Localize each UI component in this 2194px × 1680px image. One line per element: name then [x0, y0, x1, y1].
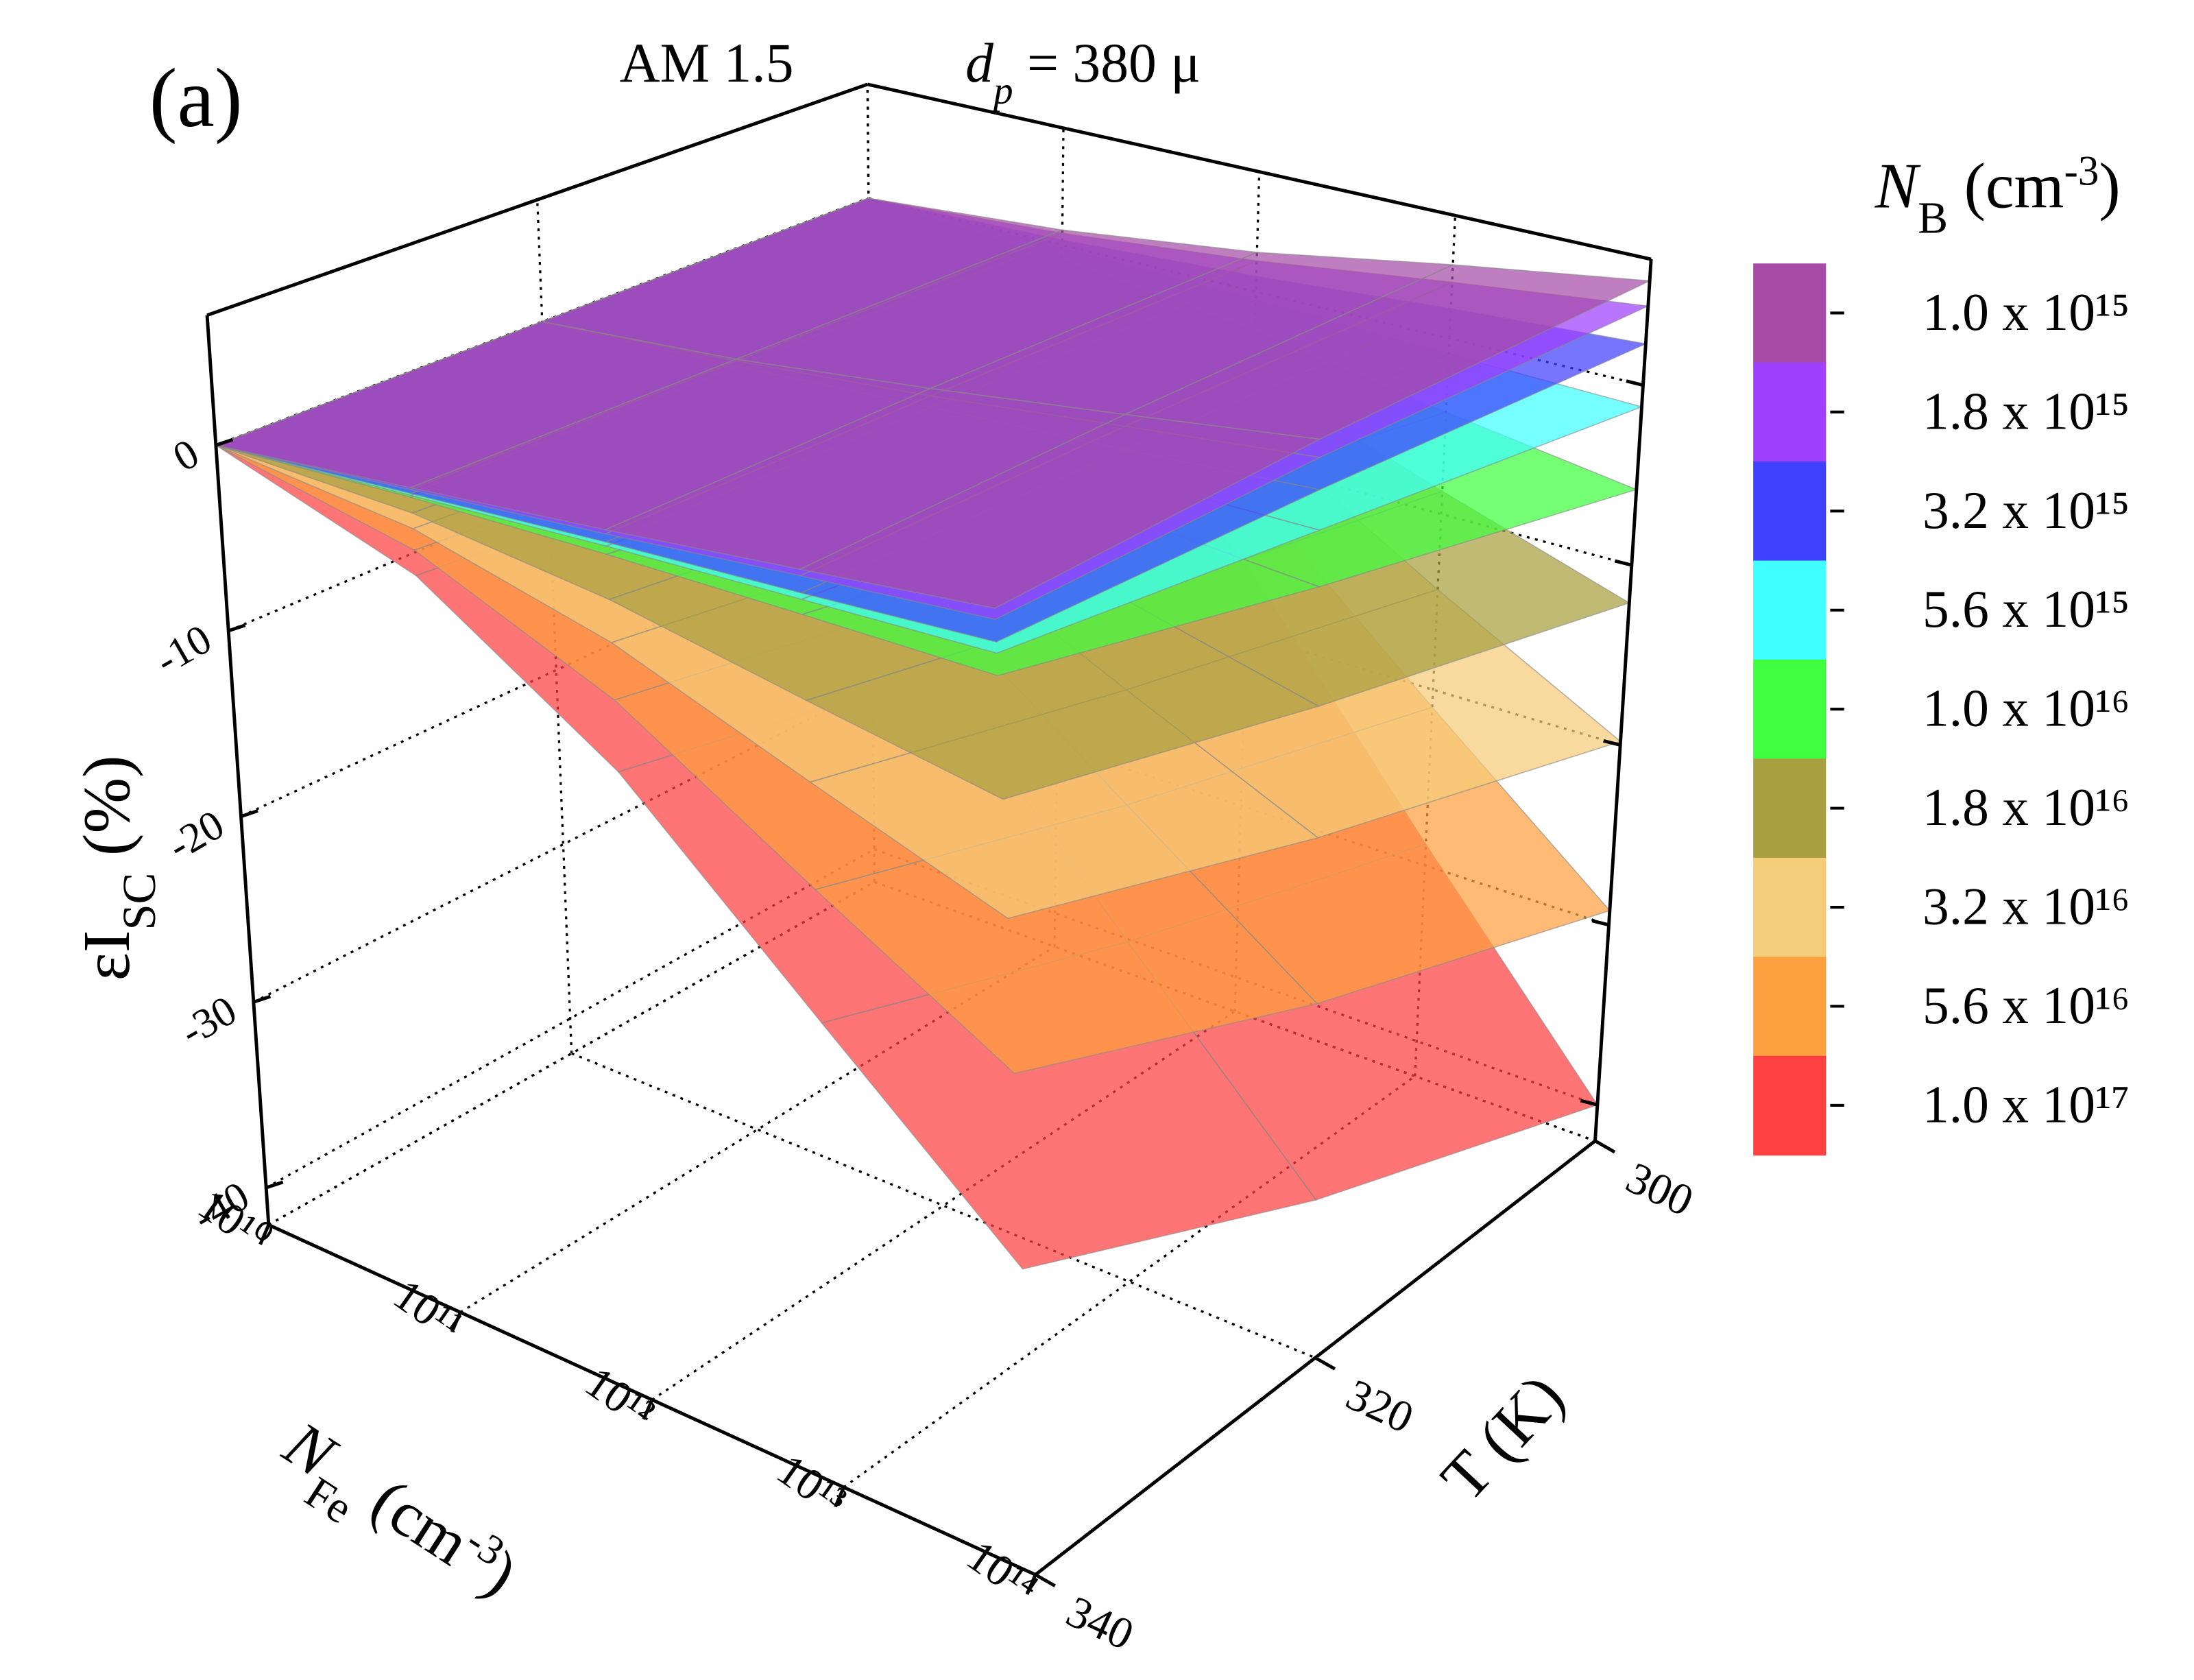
z-tick-label: -10 [147, 616, 219, 684]
label-part: ) [2099, 151, 2120, 222]
box-edge [206, 82, 869, 317]
legend-label: 3.2 x 10¹⁵ [1922, 481, 2130, 540]
x-tick [642, 1399, 654, 1420]
z-axis-label: εISC (%) [70, 755, 165, 981]
z-tick-label: -20 [160, 801, 232, 869]
legend-swatch [1753, 461, 1827, 562]
z-tick [265, 1180, 284, 1190]
legend-swatch [1753, 659, 1827, 760]
y-tick [1034, 1573, 1056, 1587]
box-edge [867, 82, 1652, 261]
z-tick [1591, 919, 1610, 927]
y-axis-label: T (K) [1427, 1361, 1578, 1515]
y-tick-label: 300 [1619, 1153, 1700, 1227]
surface-cell [821, 941, 1317, 1270]
box-edge [1593, 259, 1653, 1141]
box-edge [205, 315, 271, 1225]
legend-label: 1.0 x 10¹⁷ [1922, 1075, 2130, 1133]
z-tick [1614, 559, 1632, 567]
z-tick [1626, 379, 1644, 387]
label-part: -3 [2064, 148, 2099, 194]
legend-swatch [1753, 957, 1827, 1057]
label-part: N [1874, 151, 1921, 222]
label-part: B [1918, 193, 1948, 243]
label-part: d [965, 32, 994, 94]
label-part: = 380 μ [1013, 32, 1201, 94]
legend-label: 1.0 x 10¹⁶ [1922, 679, 2130, 738]
z-tick [1603, 739, 1621, 747]
y-tick [1594, 1139, 1616, 1154]
x-tick [450, 1311, 462, 1333]
label-part: SC [113, 873, 165, 931]
legend-swatch [1753, 1055, 1827, 1156]
x-tick [258, 1224, 271, 1245]
z-tick [240, 809, 258, 818]
z-tick [1580, 1099, 1598, 1107]
legend-label: 3.2 x 10¹⁶ [1922, 877, 2130, 936]
x-tick [834, 1486, 845, 1508]
label-part: (cm [1948, 151, 2064, 222]
legend: 1.0 x 10¹⁵ 1.8 x 10¹⁵ 3.2 x 10¹⁵ 5.6 x 10¹⁵… [1753, 263, 2130, 1156]
legend-label: 5.6 x 10¹⁵ [1922, 579, 2130, 638]
legend-swatch [1753, 857, 1827, 958]
label-part: p [991, 69, 1013, 112]
legend-label: 1.8 x 10¹⁵ [1922, 381, 2130, 440]
label-part: (%) [70, 755, 144, 872]
z-tick [215, 437, 234, 447]
x-axis-label: NFe (cm-3) [260, 1406, 531, 1627]
label-part: (cm [346, 1456, 482, 1579]
y-tick [1314, 1356, 1336, 1371]
x-tick [1025, 1574, 1037, 1595]
legend-title: NB (cm-3) [1874, 148, 2121, 243]
surface-cell [798, 413, 1322, 609]
chart-subtitle: dp = 380 μ [965, 32, 1201, 112]
legend-label: 1.8 x 10¹⁶ [1922, 778, 2130, 837]
label-part: εI [70, 931, 144, 981]
legend-swatch [1753, 362, 1827, 463]
legend-label: 5.6 x 10¹⁶ [1922, 976, 2130, 1035]
chart-title: AM 1.5 [620, 32, 794, 94]
z-tick [253, 994, 272, 1004]
legend-swatch [1753, 263, 1827, 363]
surface-layer [214, 197, 1652, 1270]
y-tick-label: 340 [1059, 1587, 1141, 1660]
legend-swatch [1753, 758, 1827, 859]
legend-label: 1.0 x 10¹⁵ [1922, 283, 2130, 341]
z-tick [228, 623, 246, 633]
y-tick-label: 320 [1339, 1370, 1421, 1443]
legend-swatch [1753, 560, 1827, 660]
z-tick-label: 0 [165, 430, 207, 481]
surface-cell [804, 599, 1321, 800]
z-tick-label: -30 [173, 987, 245, 1055]
panel-label: (a) [149, 52, 243, 145]
